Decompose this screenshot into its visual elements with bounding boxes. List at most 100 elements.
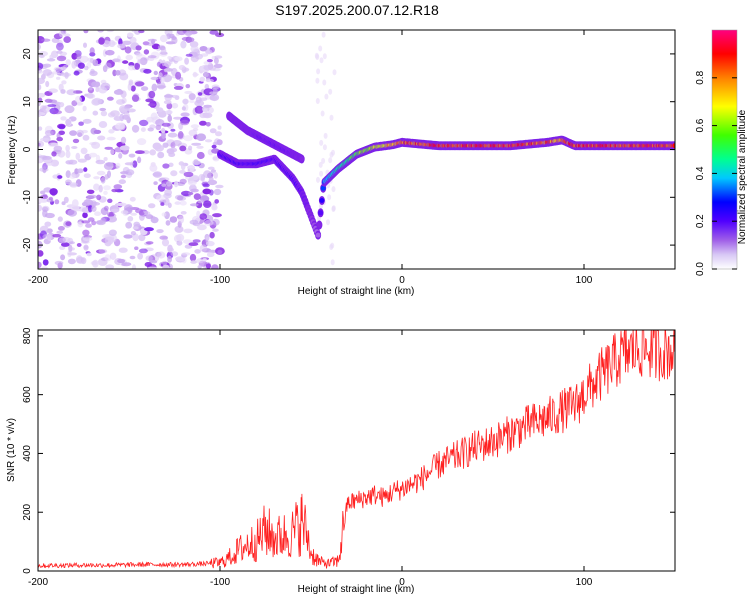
noise-blob bbox=[213, 172, 218, 179]
noise-blob bbox=[147, 127, 154, 132]
noise-blob bbox=[164, 94, 174, 98]
noise-blob bbox=[82, 105, 87, 112]
noise-blob bbox=[149, 259, 158, 264]
noise-blob bbox=[178, 215, 185, 224]
snr-series-line bbox=[38, 330, 675, 569]
noise-blob bbox=[331, 186, 336, 193]
noise-blob bbox=[174, 180, 179, 188]
noise-blob bbox=[67, 209, 77, 217]
noise-blob bbox=[38, 250, 44, 257]
noise-blob bbox=[120, 136, 127, 144]
ridge-core bbox=[672, 143, 675, 149]
noise-blob bbox=[71, 60, 77, 69]
noise-blob bbox=[48, 88, 58, 93]
noise-blob bbox=[64, 105, 75, 114]
noise-blob bbox=[316, 176, 320, 183]
noise-blob bbox=[82, 118, 92, 124]
noise-blob bbox=[181, 190, 191, 197]
noise-blob bbox=[204, 139, 213, 143]
noise-blob bbox=[127, 64, 135, 71]
noise-blob bbox=[319, 170, 324, 177]
noise-blob bbox=[213, 57, 219, 65]
noise-blob bbox=[162, 264, 170, 269]
noise-blob bbox=[90, 261, 98, 266]
noise-blob bbox=[83, 30, 89, 34]
noise-blob bbox=[181, 106, 186, 111]
noise-blob bbox=[106, 136, 116, 141]
noise-blob bbox=[53, 145, 63, 152]
noise-blob bbox=[103, 157, 108, 161]
noise-blob bbox=[64, 33, 71, 38]
noise-blob bbox=[316, 68, 321, 75]
noise-blob bbox=[199, 120, 207, 126]
noise-blob bbox=[177, 195, 184, 201]
noise-blob bbox=[95, 86, 100, 93]
noise-blob bbox=[192, 127, 199, 132]
noise-blob bbox=[135, 150, 145, 155]
noise-blob bbox=[107, 198, 113, 203]
noise-blob bbox=[106, 30, 114, 33]
noise-blob bbox=[330, 259, 335, 266]
noise-blob bbox=[188, 242, 199, 247]
noise-blob bbox=[166, 148, 175, 155]
noise-blob bbox=[174, 201, 181, 205]
noise-blob bbox=[50, 71, 61, 75]
noise-blob bbox=[319, 139, 324, 146]
noise-blob bbox=[74, 95, 82, 104]
noise-blob bbox=[120, 174, 127, 179]
noise-blob bbox=[92, 110, 99, 116]
colorbar-frame bbox=[711, 29, 738, 270]
noise-blob bbox=[82, 134, 90, 141]
noise-blob bbox=[136, 138, 147, 146]
noise-blob bbox=[44, 221, 52, 227]
noise-blob bbox=[98, 37, 105, 45]
noise-blob bbox=[314, 52, 319, 59]
noise-blob bbox=[52, 233, 62, 238]
noise-blob bbox=[161, 183, 167, 187]
noise-blob bbox=[104, 174, 109, 180]
noise-blob bbox=[63, 36, 71, 43]
noise-blob bbox=[132, 160, 138, 168]
noise-blob bbox=[329, 151, 334, 158]
noise-blob bbox=[190, 260, 197, 264]
noise-blob bbox=[160, 127, 166, 134]
noise-blob bbox=[131, 264, 137, 269]
snr-panel: -200 -100 0 100 0 200 400 600 800 Height of stra… bbox=[6, 327, 676, 595]
noise-blob bbox=[172, 140, 182, 146]
noise-blob bbox=[199, 244, 208, 252]
noise-blob bbox=[56, 42, 64, 51]
noise-blob bbox=[63, 196, 69, 204]
noise-blob bbox=[145, 255, 153, 261]
noise-blob bbox=[189, 219, 199, 225]
noise-blob bbox=[179, 178, 187, 184]
noise-blob bbox=[86, 92, 94, 99]
noise-blob bbox=[180, 162, 186, 171]
noise-blob bbox=[96, 170, 106, 176]
noise-blob bbox=[121, 40, 132, 45]
noise-blob bbox=[162, 236, 168, 240]
noise-blob bbox=[211, 204, 218, 211]
noise-blob bbox=[58, 124, 66, 130]
noise-blob bbox=[116, 202, 127, 207]
noise-blob bbox=[60, 254, 66, 261]
noise-blob bbox=[175, 256, 185, 262]
noise-blob bbox=[207, 179, 218, 186]
noise-blob bbox=[76, 243, 82, 247]
noise-blob bbox=[119, 113, 125, 122]
noise-blob bbox=[118, 179, 127, 185]
noise-blob bbox=[189, 184, 197, 193]
noise-blob bbox=[91, 205, 97, 212]
noise-blob bbox=[144, 227, 154, 232]
noise-blob bbox=[123, 234, 133, 239]
noise-blob bbox=[210, 169, 216, 173]
x-tick-label: -100 bbox=[210, 577, 230, 588]
noise-blob bbox=[213, 63, 223, 69]
noise-blob bbox=[70, 205, 80, 211]
noise-blob bbox=[104, 254, 112, 262]
noise-blob bbox=[56, 50, 63, 54]
x-tick-label: 0 bbox=[399, 577, 405, 588]
noise-blob bbox=[194, 99, 205, 107]
noise-blob bbox=[96, 194, 102, 201]
colorbar-tick-label: 0.4 bbox=[695, 166, 706, 180]
